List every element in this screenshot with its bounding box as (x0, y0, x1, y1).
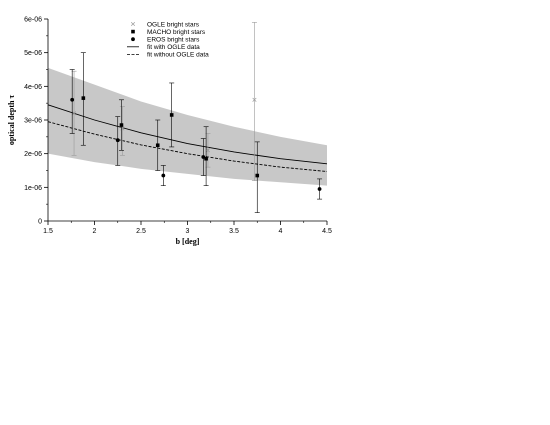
y-tick-label: 3e-06 (24, 118, 42, 125)
legend-label: EROS bright stars (147, 37, 200, 44)
y-tick-label: 0 (38, 219, 42, 226)
ogle-bright-stars-marker (71, 111, 77, 116)
eros-bright-stars-point (115, 116, 121, 166)
macho-bright-stars-point (203, 126, 209, 186)
legend-item-ogle-bright-stars: OGLE bright stars (130, 21, 200, 28)
cross-stroke (252, 97, 257, 102)
macho-bright-stars-marker (204, 156, 208, 161)
eros-bright-stars-point (317, 178, 323, 200)
legend-label: OGLE bright stars (147, 21, 200, 28)
legend-marker (131, 29, 135, 34)
macho-bright-stars-point (169, 82, 175, 148)
eros-bright-stars-marker (201, 155, 206, 159)
x-tick-label: 1.5 (43, 228, 53, 235)
y-tick-label: 1e-06 (24, 185, 42, 192)
eros-bright-stars-marker (161, 173, 166, 178)
fit-lines-layer (47, 104, 328, 172)
macho-bright-stars-point (118, 99, 124, 151)
y-tick-label: 6e-06 (24, 17, 42, 24)
eros-bright-stars-point (69, 69, 75, 134)
legend-item-eros-bright-stars: EROS bright stars (131, 37, 200, 44)
macho-bright-stars-marker (119, 123, 124, 127)
x-tick-label: 4 (279, 228, 283, 235)
macho-bright-stars-marker (155, 143, 160, 148)
macho-bright-stars-marker (81, 96, 86, 100)
macho-bright-stars-point (80, 52, 86, 146)
fit-with-ogle-data-line (47, 104, 328, 165)
legend-marker (131, 37, 135, 42)
y-tick-label: 4e-06 (24, 84, 42, 91)
legend-marker (130, 21, 136, 27)
cross-stroke (205, 148, 211, 153)
cross-stroke (71, 111, 77, 116)
eros-bright-stars-marker (317, 187, 322, 191)
y-tick-label: 2e-06 (24, 151, 42, 158)
macho-bright-stars-point (155, 119, 161, 171)
x-tick-label: 2 (93, 228, 97, 235)
legend-item-fit-with-ogle-data: fit with OGLE data (127, 44, 200, 51)
x-tick-label: 3 (186, 228, 190, 235)
ogle-bright-stars-marker (205, 148, 211, 153)
ogle-bright-stars-marker (252, 97, 257, 102)
macho-bright-stars-marker (169, 113, 174, 117)
ogle-bright-stars-point (251, 22, 257, 181)
legend-label: MACHO bright stars (147, 29, 206, 36)
eros-bright-stars-point (160, 165, 166, 186)
x-tick-label: 4.5 (322, 228, 332, 235)
eros-bright-stars-point (200, 138, 206, 176)
data-points-layer (69, 22, 323, 213)
axis-ticks: 1.5 2 2.5 3 3.5 4 4.5 0 1e-06 2e-06 3e-06 4e-06 5e-0… (24, 17, 332, 236)
x-axis-label: b [deg] (176, 237, 200, 246)
confidence-band-layer (48, 67, 327, 186)
y-tick-label: 5e-06 (24, 50, 42, 57)
macho-bright-stars-marker (255, 173, 260, 178)
eros-bright-stars-marker (70, 97, 75, 102)
x-tick-label: 2.5 (136, 228, 146, 235)
legend-label: fit with OGLE data (147, 44, 200, 51)
legend-label: fit without OGLE data (147, 52, 209, 59)
legend-item-macho-bright-stars: MACHO bright stars (131, 29, 206, 36)
x-tick-label: 3.5 (229, 228, 239, 235)
y-axis-label: optical depth τ (7, 95, 16, 146)
macho-bright-stars-point (254, 141, 260, 213)
confidence-band (48, 67, 327, 186)
legend-item-fit-without-ogle-data: fit without OGLE data (127, 52, 209, 59)
eros-bright-stars-marker (115, 138, 120, 143)
cross-stroke (130, 21, 136, 27)
